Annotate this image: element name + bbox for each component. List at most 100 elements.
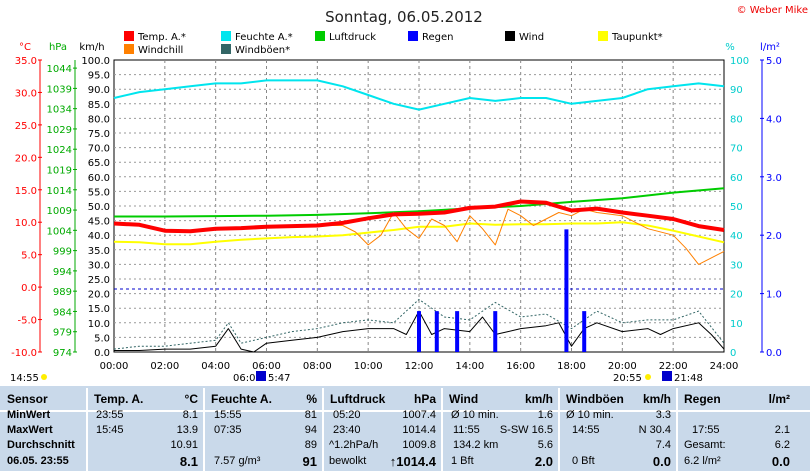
row-label-min: MinWert <box>7 409 51 421</box>
temp-unit-label: °C <box>19 42 31 53</box>
time-tick-label: 02:00 <box>150 361 179 372</box>
legend-swatch <box>408 31 418 41</box>
header-wind-unit: km/h <box>524 392 553 406</box>
time-tick-label: 20:00 <box>608 361 637 372</box>
row-label-max: MaxWert <box>7 424 53 436</box>
hum-max-time: 07:35 <box>214 424 242 436</box>
time-tick-label: 00:00 <box>100 361 129 372</box>
rain-r3: 6.2 <box>774 439 790 451</box>
legend-swatch <box>221 44 231 54</box>
wind-r1: 1.6 <box>537 409 553 421</box>
sunset-time: 20:55 <box>613 373 642 384</box>
header-temp-unit: °C <box>184 392 198 406</box>
legend-label: Regen <box>422 32 454 43</box>
sunrise-alt-time: 5:47 <box>268 373 290 384</box>
sunrise-time: 06:00 <box>233 373 262 384</box>
wind-now: 2.0 <box>534 454 553 469</box>
humidity-tick-label: 60 <box>730 173 743 184</box>
rain-r3-label: Gesamt: <box>684 439 726 451</box>
humidity-tick-label: 90 <box>730 85 743 96</box>
header-rain-unit: l/m² <box>768 392 790 406</box>
gust-r1-label: Ø 10 min. <box>566 409 614 421</box>
sun-icon <box>41 374 47 380</box>
legend-swatch <box>598 31 608 41</box>
pressure-tick-label: 1044 <box>47 64 72 75</box>
time-tick-label: 14:00 <box>455 361 484 372</box>
wind-tick-label: 50.0 <box>88 202 110 213</box>
temp-now: 8.1 <box>179 454 198 469</box>
rain-tick-label: 4.0 <box>766 114 782 125</box>
legend-label: Wind <box>519 32 544 43</box>
series-layer <box>113 79 725 353</box>
temp-tick-label: 30.0 <box>15 88 37 99</box>
header-wind: Wind <box>449 392 479 406</box>
pressure-tick-label: 979 <box>53 328 72 339</box>
legend-label: Taupunkt* <box>611 32 663 43</box>
header-gust: Windböen <box>566 392 624 406</box>
wind-tick-label: 65.0 <box>88 158 110 169</box>
sun-left-time: 14:55 <box>10 373 39 384</box>
row-label-avg: Durchschnitt <box>7 439 75 451</box>
header-gust-unit: km/h <box>642 392 671 406</box>
humidity-tick-label: 100 <box>730 56 749 67</box>
legend-label: Feuchte A.* <box>235 32 293 43</box>
temp-tick-label: 5.0 <box>21 251 37 262</box>
humidity-tick-label: 0 <box>730 348 736 359</box>
header-temp: Temp. A. <box>94 392 144 406</box>
legend-label: Temp. A.* <box>137 32 186 43</box>
pressure-tick-label: 994 <box>53 267 72 278</box>
legend-swatch <box>315 31 325 41</box>
pressure-tick-label: 1014 <box>47 186 72 197</box>
copyright-text: © Weber Mike <box>737 5 808 16</box>
row-label-now: 06.05. 23:55 <box>7 455 69 467</box>
wind-tick-label: 35.0 <box>88 246 110 257</box>
temp-tick-label: 25.0 <box>15 121 37 132</box>
gust-r4-label: 0 Bft <box>572 455 595 467</box>
wind-tick-label: 20.0 <box>88 290 110 301</box>
humidity-tick-label: 40 <box>730 231 743 242</box>
wind-tick-label: 70.0 <box>88 144 110 155</box>
hum-min: 81 <box>304 409 317 421</box>
pressure-tick-label: 1034 <box>47 105 72 116</box>
chart-title: Sonntag, 06.05.2012 <box>325 8 483 26</box>
time-tick-label: 12:00 <box>405 361 434 372</box>
wind-r1-label: Ø 10 min. <box>451 409 499 421</box>
chart-legend: Temp. A.* Feuchte A.* Luftdruck Regen Wind Ta… <box>124 31 663 56</box>
temp-tick-label: 35.0 <box>15 56 37 67</box>
wind-r3-label: 134.2 km <box>453 439 499 451</box>
pressure-tick-label: 1009 <box>47 206 72 217</box>
temp-tick-label: 20.0 <box>15 153 37 164</box>
rain-bar <box>493 311 498 352</box>
time-tick-label: 10:00 <box>354 361 383 372</box>
wind-tick-label: 0.0 <box>94 348 110 359</box>
gust-r2-time: 14:55 <box>572 424 600 436</box>
wind-tick-label: 45.0 <box>88 217 110 228</box>
temp-tick-label: -10.0 <box>11 348 37 359</box>
pressure-tick-label: 974 <box>53 348 72 359</box>
wind-tick-label: 10.0 <box>88 319 110 330</box>
header-rain: Regen <box>684 392 721 406</box>
grid <box>114 60 724 352</box>
press-avg: 1009.8 <box>402 439 436 451</box>
pressure-tick-label: 1019 <box>47 166 72 177</box>
left-axes: 35.0 30.0 25.0 20.0 15.0 10.0 5.0 0.0 -5.0 -10.0 1… <box>11 56 110 359</box>
pressure-tick-label: 999 <box>53 247 72 258</box>
header-humidity: Feuchte A. <box>211 392 272 406</box>
legend-swatch <box>124 31 134 41</box>
rain-bar <box>417 311 421 352</box>
rain-unit-label: l/m² <box>760 42 780 53</box>
legend-label: Luftdruck <box>329 32 376 43</box>
time-tick-label: 24:00 <box>710 361 739 372</box>
wind-tick-label: 90.0 <box>88 85 110 96</box>
wind-r2-time: 11:55 <box>453 424 480 436</box>
series-line-windb-en <box>113 298 725 350</box>
series-line-luftdruck <box>114 187 725 218</box>
gust-r2-dir: N 30.4 <box>638 424 671 436</box>
wind-tick-label: 60.0 <box>88 173 110 184</box>
temp-avg: 10.91 <box>170 439 198 451</box>
hum-abs: 7.57 g/m³ <box>214 455 261 467</box>
wind-r4-label: 1 Bft <box>451 455 474 467</box>
temp-tick-label: 0.0 <box>21 283 37 294</box>
rain-r4-label: 6.2 l/m² <box>684 455 721 467</box>
